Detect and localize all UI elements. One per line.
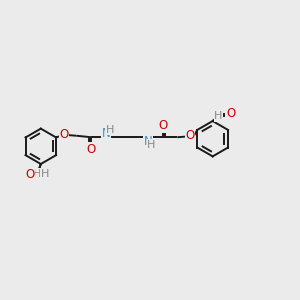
Text: O: O (25, 168, 34, 181)
Text: H: H (32, 169, 41, 179)
Text: O: O (226, 107, 235, 120)
Text: O: O (185, 129, 195, 142)
Text: O: O (87, 142, 96, 155)
Text: O: O (158, 119, 167, 132)
Text: H: H (41, 169, 49, 179)
Text: O: O (59, 128, 69, 141)
Text: N: N (102, 127, 110, 140)
Text: N: N (143, 135, 152, 148)
Text: H: H (147, 140, 155, 150)
Text: H: H (105, 125, 114, 135)
Text: H: H (214, 111, 223, 121)
